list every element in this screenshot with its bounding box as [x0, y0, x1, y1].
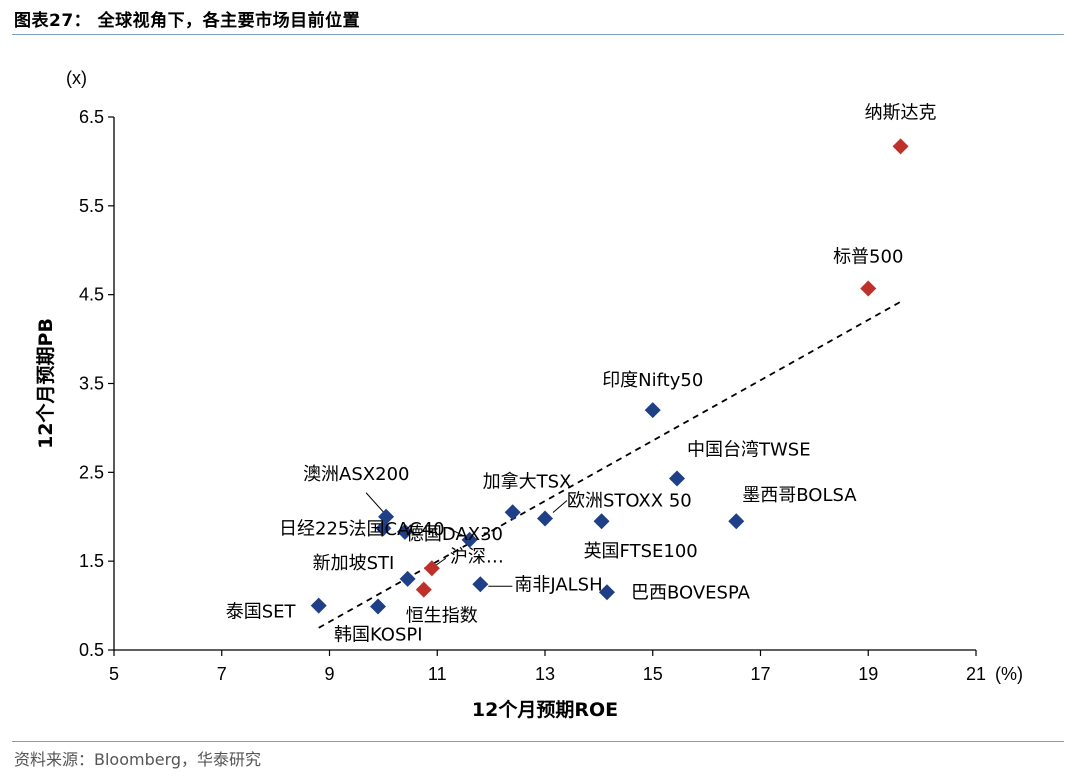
data-point-label: 墨西哥BOLSA: [742, 485, 857, 506]
x-unit-label: (%): [995, 664, 1023, 684]
data-point-marker: [504, 504, 521, 521]
data-point-marker: [860, 280, 877, 297]
y-tick-label: 0.5: [79, 640, 104, 660]
data-point-marker: [593, 513, 610, 530]
x-tick-label: 7: [217, 664, 227, 684]
data-point-marker: [310, 597, 327, 614]
data-point-marker: [415, 581, 432, 598]
scatter-chart: 0.5 1.5 2.5 3.5 4.5 5.5 6.5 5 7 9 11 13 15 17 19 21 (%) (…: [35, 68, 1023, 721]
data-point-label: 法国CAC40: [349, 519, 445, 540]
x-tick-label: 19: [858, 664, 878, 684]
data-point-label: 巴西BOVESPA: [631, 582, 751, 603]
data-point-label: 泰国SET: [226, 602, 297, 623]
data-point-marker: [598, 584, 615, 601]
data-point-marker: [461, 531, 478, 548]
leader-line: [435, 557, 447, 566]
data-point-label: 南非JALSH: [514, 574, 602, 595]
x-tick-label: 11: [428, 664, 447, 684]
data-point-marker: [399, 570, 416, 587]
data-point-label: 日经225: [279, 518, 349, 539]
y-tick-label: 4.5: [79, 285, 104, 305]
y-tick-label: 6.5: [79, 107, 104, 127]
data-point-marker: [423, 560, 440, 577]
x-tick-label: 13: [535, 664, 555, 684]
data-point-marker: [644, 402, 661, 419]
data-point-marker: [369, 598, 386, 615]
data-point-label: 纳斯达克: [865, 102, 937, 123]
x-tick-label: 5: [109, 664, 119, 684]
data-point-marker: [537, 510, 553, 527]
data-point-label: 标普500: [833, 246, 903, 267]
data-point-label: 德国DAX30: [406, 524, 503, 545]
data-point-label: 沪深…: [450, 546, 504, 567]
data-point-label: 澳洲ASX200: [303, 464, 409, 485]
data-point-label: 加拿大TSX: [483, 470, 572, 492]
data-point-marker: [472, 576, 489, 593]
data-point-label: 恒生指数: [406, 606, 478, 627]
data-point-marker: [892, 138, 909, 155]
data-point-marker: [396, 523, 413, 540]
data-point-marker: [668, 470, 685, 487]
y-tick-label: 3.5: [79, 374, 104, 394]
data-point-marker: [378, 508, 395, 525]
y-tick-label: 5.5: [79, 196, 104, 216]
data-point-label: 印度Nifty50: [602, 370, 703, 391]
leader-line: [447, 527, 464, 537]
axes: 0.5 1.5 2.5 3.5 4.5 5.5 6.5 5 7 9 11 13 15 17 19 21 (%) (…: [35, 68, 1023, 721]
bottom-rule: [12, 741, 1064, 742]
data-point-marker: [728, 513, 745, 530]
data-points: [310, 138, 909, 615]
figure-title: 图表27： 全球视角下，各主要市场目前位置: [14, 11, 361, 31]
data-point-label: 韩国KOSPI: [334, 624, 423, 645]
top-rule: [12, 34, 1064, 35]
data-point-label: 新加坡STI: [313, 553, 395, 574]
data-point-label: 欧洲STOXX 50: [567, 491, 692, 512]
trend-line: [318, 300, 902, 629]
y-axis-title: 12个月预期PB: [35, 318, 57, 449]
leader-line: [365, 492, 385, 514]
x-tick-label: 9: [324, 664, 334, 684]
data-point-label: 中国台湾TWSE: [687, 440, 811, 461]
y-tick-label: 2.5: [79, 462, 104, 482]
y-unit-label: (x): [66, 68, 87, 88]
trendline: [318, 300, 902, 629]
leader-line: [552, 500, 568, 513]
x-axis-title: 12个月预期ROE: [472, 699, 618, 721]
source-note: 资料来源：Bloomberg，华泰研究: [14, 750, 262, 769]
label-leader-lines: [365, 492, 568, 587]
y-tick-label: 1.5: [79, 551, 104, 571]
x-tick-label: 21: [966, 664, 986, 684]
x-tick-label: 15: [643, 664, 663, 684]
data-point-marker: [375, 520, 392, 537]
data-point-label: 英国FTSE100: [584, 541, 698, 562]
x-tick-label: 17: [750, 664, 770, 684]
